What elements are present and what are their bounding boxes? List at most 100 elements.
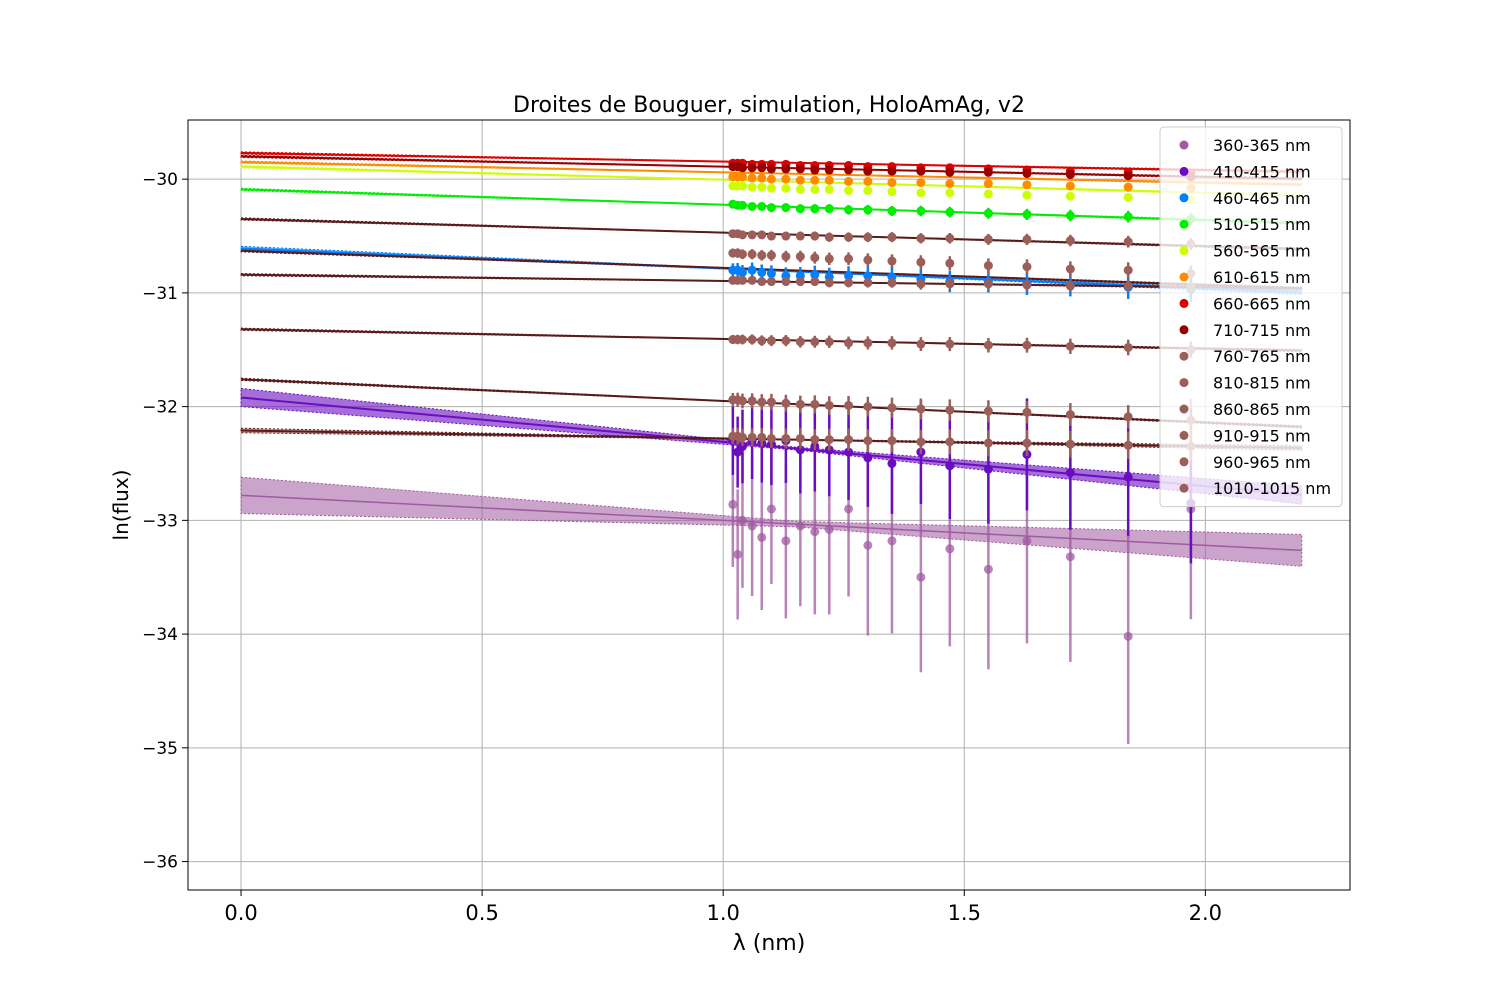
data-point [781,203,791,213]
data-point [887,436,897,446]
y-tick-label: −31 [142,284,178,304]
data-point [983,179,993,189]
data-point [757,230,767,240]
data-point [844,278,854,288]
data-point [844,165,854,175]
data-point [1065,468,1075,478]
data-point [737,432,747,442]
data-point [766,433,776,443]
data-point [747,275,757,285]
data-point [945,167,955,177]
data-point [916,339,926,349]
data-point [887,536,897,546]
legend-label: 1010-1015 nm [1213,479,1331,498]
data-point [1065,170,1075,180]
data-point [863,176,873,186]
data-point [1022,536,1032,546]
data-point [1022,234,1032,244]
data-point [737,396,747,406]
data-point [781,277,791,287]
legend-label: 460-465 nm [1213,189,1311,208]
data-point [824,400,834,410]
data-point [757,532,767,542]
data-point [747,163,757,173]
data-point [781,433,791,443]
data-point [795,175,805,185]
data-point [983,564,993,574]
legend-label: 910-915 nm [1213,426,1311,445]
data-point [887,206,897,216]
legend-box [1159,126,1343,508]
legend-marker [1179,457,1189,467]
data-point [747,182,757,192]
data-point [757,173,767,183]
data-point [945,461,955,471]
x-axis-label: λ (nm) [733,931,806,956]
data-point [810,253,820,263]
data-point [757,397,767,407]
data-point [1065,211,1075,221]
data-point [795,433,805,443]
chart-title: Droites de Bouguer, simulation, HoloAmAg… [513,93,1025,118]
data-point [844,504,854,514]
data-point [863,436,873,446]
data-point [795,251,805,261]
data-point [844,338,854,348]
data-point [945,279,955,289]
data-point [945,437,955,447]
legend-label: 960-965 nm [1213,453,1311,472]
data-point [887,178,897,188]
data-point [1123,182,1133,192]
data-point [810,337,820,347]
data-point [1065,236,1075,246]
data-point [810,184,820,194]
data-point [916,166,926,176]
data-point [945,258,955,268]
legend-marker [1179,351,1189,361]
data-point [916,572,926,582]
legend-marker [1179,430,1189,440]
data-point [795,337,805,347]
data-point [810,165,820,175]
data-point [844,254,854,264]
data-point [844,186,854,196]
data-point [737,200,747,210]
data-point [824,204,834,214]
y-tick-label: −35 [142,739,178,759]
data-point [757,336,767,346]
data-point [844,400,854,410]
data-point [795,277,805,287]
plot-frame [187,119,1351,891]
data-point [983,167,993,177]
data-point [747,201,757,211]
data-point [1065,341,1075,351]
data-point [983,208,993,218]
data-point [747,521,757,531]
data-point [757,277,767,287]
data-point [945,405,955,415]
data-point [863,232,873,242]
legend-label: 860-865 nm [1213,400,1311,419]
data-point [863,338,873,348]
legend-marker [1179,219,1189,229]
data-point [844,447,854,457]
data-point [863,402,873,412]
data-point [795,399,805,409]
data-point [824,254,834,264]
data-point [781,183,791,193]
data-point [795,164,805,174]
data-point [1022,438,1032,448]
data-point [1123,631,1133,641]
data-point [781,164,791,174]
data-point [1123,440,1133,450]
data-point [728,499,738,509]
y-axis-label: ln(flux) [109,470,133,541]
data-point [766,203,776,213]
data-point [1123,192,1133,202]
legend-marker [1179,272,1189,282]
data-point [983,406,993,416]
legend-marker [1179,166,1189,176]
data-point [945,544,955,554]
data-point [737,267,747,277]
legend-label: 810-815 nm [1213,374,1311,393]
